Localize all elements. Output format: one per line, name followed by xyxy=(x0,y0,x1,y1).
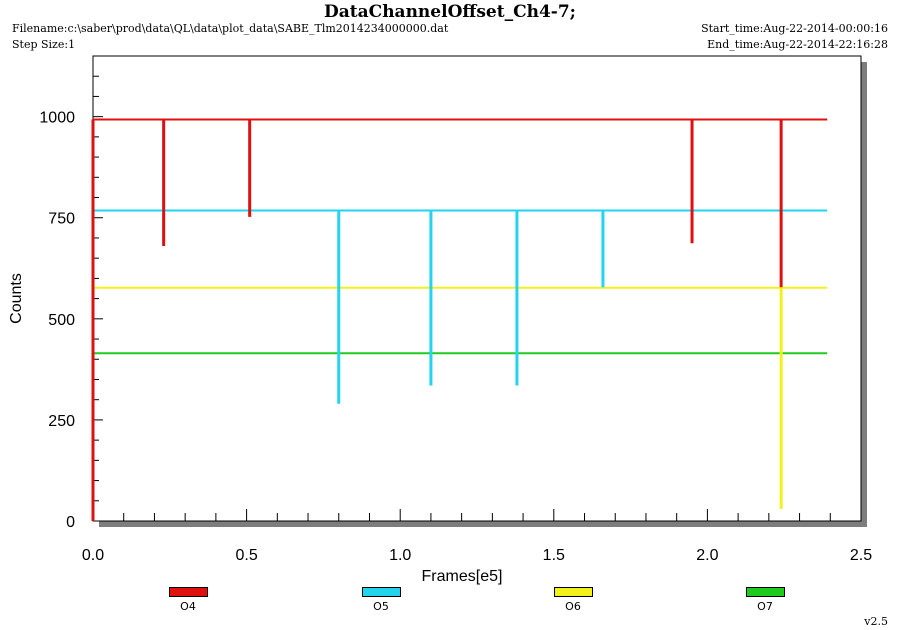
legend-item-o7: O7 xyxy=(725,587,805,613)
chart-title: DataChannelOffset_Ch4-7; xyxy=(324,2,576,22)
filename-label: Filename:c:\saber\prod\data\QL\data\plot… xyxy=(12,22,449,35)
x-tick-label: 0.5 xyxy=(235,547,257,564)
legend-swatch xyxy=(745,587,785,597)
x-tick-label: 2.0 xyxy=(696,547,718,564)
legend-item-o5: O5 xyxy=(341,587,421,613)
start-time-label: Start_time:Aug-22-2014-00:00:16 xyxy=(701,22,888,35)
legend-label: O5 xyxy=(373,600,389,613)
x-tick-label: 1.0 xyxy=(389,547,411,564)
x-tick-label: 0.0 xyxy=(82,547,104,564)
y-tick-label: 1000 xyxy=(39,110,75,127)
y-tick-label: 250 xyxy=(48,413,75,430)
end-time-label: End_time:Aug-22-2014-22:16:28 xyxy=(707,38,888,51)
legend-swatch xyxy=(168,587,208,597)
y-axis-label: Counts xyxy=(8,273,25,324)
legend-label: O4 xyxy=(180,600,196,613)
step-size-label: Step Size:1 xyxy=(12,38,76,51)
version-label: v2.5 xyxy=(864,615,888,628)
y-tick-label: 750 xyxy=(48,211,75,228)
y-tick-label: 500 xyxy=(48,312,75,329)
legend-label: O7 xyxy=(757,600,773,613)
x-tick-label: 1.5 xyxy=(543,547,565,564)
legend-item-o6: O6 xyxy=(533,587,613,613)
y-tick-label: 0 xyxy=(66,514,75,531)
legend-label: O6 xyxy=(565,600,581,613)
x-axis-label: Frames[e5] xyxy=(422,568,503,585)
legend-swatch xyxy=(361,587,401,597)
x-tick-label: 2.5 xyxy=(850,547,872,564)
legend-swatch xyxy=(553,587,593,597)
legend-item-o4: O4 xyxy=(148,587,228,613)
